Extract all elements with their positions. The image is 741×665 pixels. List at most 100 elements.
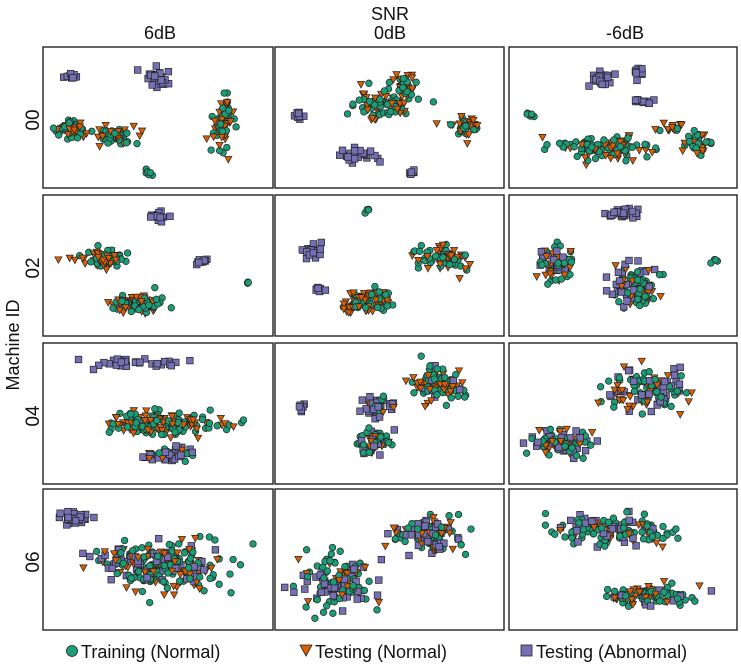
point-training-normal [302, 546, 311, 554]
point-training-normal [454, 392, 462, 400]
point-training-normal [445, 512, 453, 520]
point-testing-abnormal [56, 509, 64, 517]
point-testing-abnormal [634, 257, 642, 265]
point-testing-abnormal [89, 365, 98, 374]
point-training-normal [360, 586, 369, 595]
point-training-normal [376, 95, 384, 103]
point-testing-abnormal [294, 109, 303, 118]
point-training-normal [341, 562, 349, 571]
point-testing-normal [648, 148, 657, 157]
point-testing-abnormal [645, 390, 653, 398]
point-testing-abnormal [629, 377, 638, 385]
point-training-normal [329, 578, 338, 586]
point-training-normal [127, 410, 135, 418]
point-training-normal [401, 537, 409, 546]
point-training-normal [461, 393, 469, 401]
point-testing-normal [119, 309, 128, 318]
point-testing-normal [80, 260, 90, 268]
point-training-normal [109, 304, 117, 312]
point-testing-normal [223, 99, 232, 107]
point-testing-abnormal [614, 268, 623, 277]
point-testing-normal [651, 126, 660, 134]
point-testing-normal [663, 372, 673, 380]
point-testing-normal [367, 438, 376, 446]
point-testing-normal [64, 131, 73, 139]
point-training-normal [217, 120, 225, 128]
point-testing-normal [392, 71, 401, 79]
point-training-normal [457, 541, 465, 549]
panel-06-6dB [42, 488, 274, 631]
point-testing-normal [436, 260, 445, 269]
point-training-normal [186, 574, 194, 583]
point-testing-normal [215, 141, 224, 150]
point-training-normal [643, 522, 651, 530]
row-label-04: 04 [23, 405, 44, 427]
panel-points [55, 507, 257, 607]
point-training-normal [157, 430, 166, 439]
point-testing-normal [637, 357, 646, 366]
point-testing-normal [408, 85, 417, 94]
point-testing-normal [546, 270, 555, 279]
point-training-normal [171, 428, 179, 436]
point-training-normal [186, 554, 195, 562]
point-testing-normal [216, 414, 225, 423]
point-testing-abnormal [71, 517, 80, 525]
point-training-normal [223, 143, 231, 152]
panel-points [541, 507, 716, 610]
point-training-normal [579, 525, 588, 534]
point-training-normal [117, 549, 125, 557]
point-training-normal [123, 129, 131, 137]
point-testing-abnormal [593, 437, 601, 445]
point-testing-normal [626, 588, 635, 596]
point-testing-normal [437, 530, 446, 538]
point-testing-abnormal [424, 537, 432, 546]
point-testing-normal [532, 273, 541, 281]
point-testing-abnormal [376, 451, 384, 459]
panel-04-6dB [42, 342, 274, 485]
point-training-normal [181, 457, 189, 466]
point-training-normal [249, 540, 257, 548]
point-training-normal [349, 582, 357, 590]
point-training-normal [302, 603, 310, 611]
point-testing-normal [644, 583, 653, 591]
panel-points [295, 352, 470, 459]
point-testing-abnormal [632, 542, 640, 550]
point-training-normal [326, 557, 334, 565]
point-testing-abnormal [676, 363, 684, 371]
point-training-normal [624, 134, 632, 142]
point-training-normal [431, 252, 440, 260]
point-training-normal [404, 524, 412, 532]
point-testing-normal [70, 126, 79, 135]
point-testing-abnormal [338, 146, 347, 154]
legend-marker-training-normal [66, 645, 78, 657]
point-training-normal [323, 602, 331, 610]
point-testing-normal [663, 125, 673, 134]
point-testing-normal [447, 252, 456, 260]
point-testing-normal [618, 396, 628, 405]
point-training-normal [437, 523, 446, 531]
point-testing-normal [143, 545, 152, 554]
point-testing-abnormal [79, 549, 87, 558]
point-testing-normal [652, 539, 661, 548]
point-testing-normal [541, 271, 550, 280]
point-training-normal [146, 168, 154, 177]
point-training-normal [591, 154, 600, 163]
point-testing-normal [448, 545, 457, 554]
point-testing-normal [448, 383, 457, 391]
point-training-normal [65, 119, 73, 127]
point-training-normal [541, 509, 550, 518]
point-testing-normal [461, 265, 470, 273]
point-training-normal [129, 546, 137, 555]
point-testing-abnormal [366, 392, 374, 401]
point-training-normal [560, 259, 569, 267]
point-training-normal [649, 295, 658, 303]
point-testing-abnormal [351, 155, 359, 163]
point-training-normal [165, 540, 173, 549]
point-training-normal [590, 530, 598, 538]
point-testing-abnormal [86, 552, 94, 561]
point-testing-normal [213, 556, 222, 564]
point-training-normal [151, 405, 159, 413]
point-training-normal [442, 401, 451, 410]
point-training-normal [575, 519, 583, 527]
point-testing-normal [535, 427, 544, 435]
